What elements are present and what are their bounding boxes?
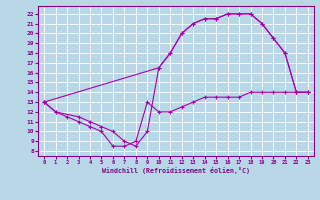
X-axis label: Windchill (Refroidissement éolien,°C): Windchill (Refroidissement éolien,°C) <box>102 167 250 174</box>
